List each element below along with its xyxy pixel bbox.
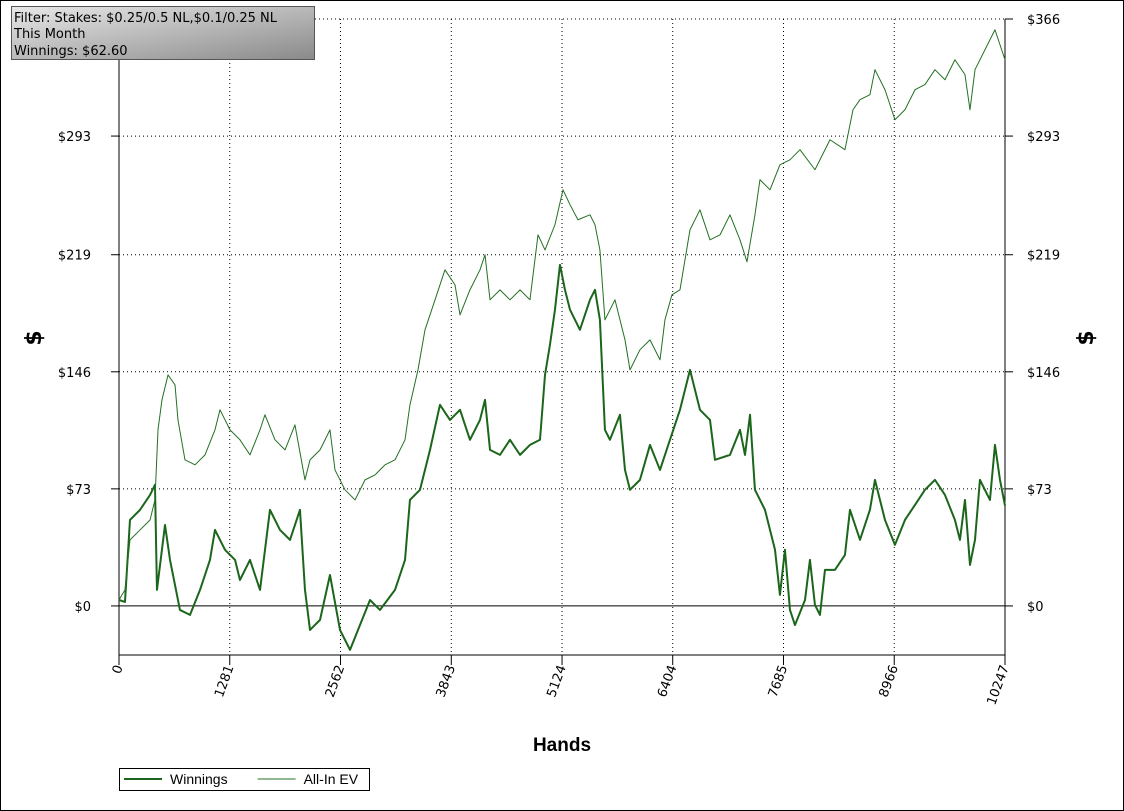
series-line: [118, 29, 1006, 601]
y2-tick-label: $366: [1027, 13, 1060, 28]
y-tick-label: $219: [58, 249, 91, 264]
info-box-background: [11, 6, 315, 60]
y2-tick-label: $293: [1027, 130, 1060, 145]
info-line: Winnings: $62.60: [14, 44, 128, 59]
y2-tick-label: $146: [1027, 366, 1060, 381]
y2-tick-label: $73: [1027, 483, 1052, 498]
y-tick-label: $0: [74, 600, 91, 615]
y-tick-label: $146: [58, 366, 91, 381]
legend-label: All-In EV: [304, 771, 359, 787]
info-box: Filter: Stakes: $0.25/0.5 NL,$0.1/0.25 N…: [11, 6, 315, 60]
legend: Winnings All-In EV: [119, 768, 370, 791]
legend-label: Winnings: [170, 771, 228, 787]
y2-tick-label: $0: [1027, 600, 1044, 615]
y-axis-label: $: [22, 330, 47, 345]
legend-box: [119, 768, 370, 791]
series-line: [118, 263, 1006, 651]
y2-tick-label: $219: [1027, 249, 1060, 264]
y-tick-label: $73: [66, 483, 91, 498]
x-axis-label: Hands: [533, 735, 591, 756]
y2-axis-label: $: [1074, 330, 1099, 345]
y-tick-label: $293: [58, 130, 91, 145]
info-line: This Month: [13, 27, 85, 42]
info-line: Filter: Stakes: $0.25/0.5 NL,$0.1/0.25 N…: [14, 11, 278, 26]
